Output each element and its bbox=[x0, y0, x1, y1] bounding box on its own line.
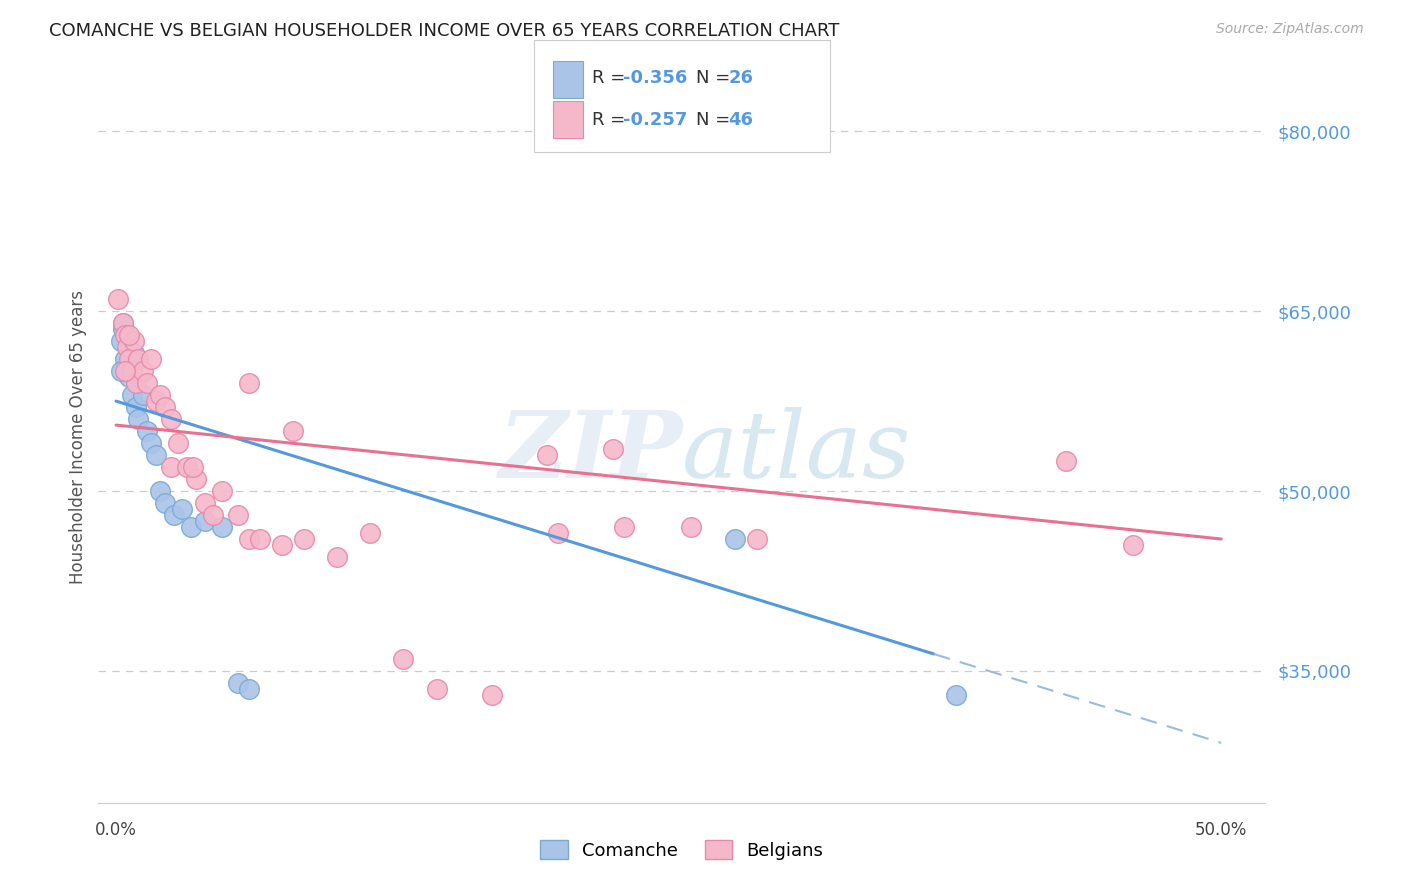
Text: Source: ZipAtlas.com: Source: ZipAtlas.com bbox=[1216, 22, 1364, 37]
Point bbox=[211, 520, 233, 534]
Point bbox=[136, 424, 159, 438]
Point bbox=[602, 442, 624, 456]
Point bbox=[136, 376, 159, 391]
Point bbox=[193, 496, 215, 510]
Point bbox=[111, 316, 134, 330]
Text: 46: 46 bbox=[728, 112, 754, 129]
Legend: Comanche, Belgians: Comanche, Belgians bbox=[533, 833, 831, 867]
Point bbox=[125, 400, 148, 414]
Point bbox=[114, 364, 136, 378]
Point bbox=[114, 352, 136, 367]
Point bbox=[111, 316, 134, 330]
Point bbox=[281, 424, 304, 438]
Point bbox=[141, 436, 163, 450]
Point bbox=[153, 496, 176, 510]
Point bbox=[127, 412, 149, 426]
Point bbox=[226, 676, 249, 690]
Text: ZIP: ZIP bbox=[498, 407, 682, 497]
Point bbox=[145, 394, 167, 409]
Point bbox=[131, 388, 153, 402]
Point bbox=[180, 520, 202, 534]
Point bbox=[145, 448, 167, 462]
Text: -0.257: -0.257 bbox=[623, 112, 688, 129]
Point bbox=[160, 412, 183, 426]
Text: R =: R = bbox=[592, 70, 631, 87]
Point bbox=[1056, 454, 1078, 468]
Point bbox=[118, 328, 141, 343]
Text: R =: R = bbox=[592, 112, 631, 129]
Point bbox=[193, 514, 215, 528]
Point bbox=[238, 376, 260, 391]
Point bbox=[292, 532, 315, 546]
Point bbox=[426, 681, 449, 696]
Point bbox=[114, 328, 136, 343]
Point bbox=[238, 532, 260, 546]
Point bbox=[149, 483, 172, 498]
Point bbox=[153, 400, 176, 414]
Point bbox=[122, 334, 145, 348]
Point bbox=[167, 436, 190, 450]
Point bbox=[160, 460, 183, 475]
Point bbox=[547, 526, 569, 541]
Point bbox=[110, 364, 132, 378]
Point bbox=[392, 652, 415, 666]
Point bbox=[162, 508, 184, 522]
Point bbox=[131, 364, 153, 378]
Point bbox=[149, 388, 172, 402]
Point bbox=[141, 352, 163, 367]
Point bbox=[724, 532, 747, 546]
Point bbox=[127, 352, 149, 367]
Text: N =: N = bbox=[696, 70, 735, 87]
Point bbox=[481, 688, 503, 702]
Text: 50.0%: 50.0% bbox=[1195, 821, 1247, 838]
Point bbox=[945, 688, 967, 702]
Point bbox=[226, 508, 249, 522]
Point bbox=[115, 340, 138, 354]
Point bbox=[118, 352, 141, 367]
Point bbox=[613, 520, 636, 534]
Y-axis label: Householder Income Over 65 years: Householder Income Over 65 years bbox=[69, 290, 87, 584]
Text: -0.356: -0.356 bbox=[623, 70, 688, 87]
Point bbox=[359, 526, 381, 541]
Point bbox=[118, 370, 141, 384]
Point bbox=[183, 460, 205, 475]
Point bbox=[122, 346, 145, 360]
Point bbox=[536, 448, 558, 462]
Text: 26: 26 bbox=[728, 70, 754, 87]
Point bbox=[107, 292, 129, 306]
Point bbox=[270, 538, 292, 552]
Point bbox=[176, 460, 198, 475]
Point bbox=[679, 520, 702, 534]
Point bbox=[172, 502, 194, 516]
Text: COMANCHE VS BELGIAN HOUSEHOLDER INCOME OVER 65 YEARS CORRELATION CHART: COMANCHE VS BELGIAN HOUSEHOLDER INCOME O… bbox=[49, 22, 839, 40]
Point bbox=[184, 472, 207, 486]
Text: atlas: atlas bbox=[682, 407, 911, 497]
Point bbox=[121, 388, 143, 402]
Point bbox=[125, 376, 148, 391]
Point bbox=[249, 532, 271, 546]
Point bbox=[115, 364, 138, 378]
Point bbox=[121, 364, 143, 378]
Point bbox=[111, 322, 134, 336]
Point bbox=[326, 549, 349, 564]
Text: N =: N = bbox=[696, 112, 735, 129]
Point bbox=[1122, 538, 1144, 552]
Point bbox=[202, 508, 225, 522]
Point bbox=[238, 681, 260, 696]
Point bbox=[745, 532, 768, 546]
Point bbox=[211, 483, 233, 498]
Point bbox=[110, 334, 132, 348]
Text: 0.0%: 0.0% bbox=[96, 821, 136, 838]
